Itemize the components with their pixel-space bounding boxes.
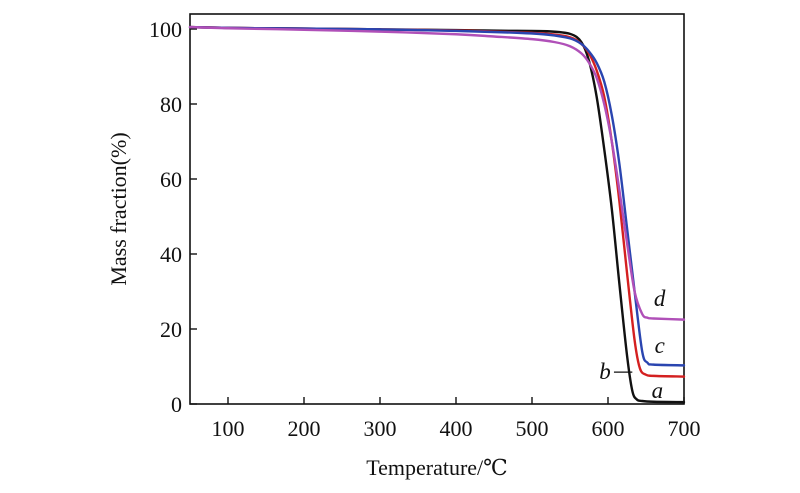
x-tick-label: 600 <box>592 416 625 441</box>
y-tick-label: 100 <box>149 17 182 42</box>
x-axis-title: Temperature/℃ <box>366 455 508 480</box>
series-layer <box>188 25 686 404</box>
curve-label-b: b <box>599 359 611 384</box>
curve-labels: dc b a <box>599 286 666 403</box>
x-tick-label: 500 <box>516 416 549 441</box>
x-axis-ticks: 100 200 300 400 500 600 700 <box>212 397 701 441</box>
x-tick-label: 200 <box>288 416 321 441</box>
y-tick-label: 80 <box>160 92 182 117</box>
x-tick-label: 700 <box>668 416 701 441</box>
curve-label-d: d <box>654 286 666 311</box>
y-axis-ticks: 0 20 40 60 80 100 <box>149 17 197 417</box>
x-tick-label: 300 <box>364 416 397 441</box>
series-line-b <box>188 25 686 404</box>
y-axis-title: Mass fraction(%) <box>106 132 131 285</box>
series-line-d <box>188 25 686 321</box>
plot-frame <box>189 13 685 405</box>
curve-label-a: a <box>652 378 664 403</box>
curve-label-c: c <box>655 333 665 358</box>
y-tick-label: 40 <box>160 242 182 267</box>
x-tick-label: 100 <box>212 416 245 441</box>
series-line-c <box>188 25 686 367</box>
y-tick-label: 20 <box>160 317 182 342</box>
y-tick-label: 0 <box>171 392 182 417</box>
x-tick-label: 400 <box>440 416 473 441</box>
y-tick-label: 60 <box>160 167 182 192</box>
